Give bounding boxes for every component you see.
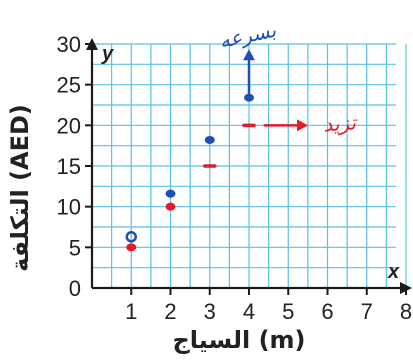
series-1-point [165, 189, 176, 198]
tick-labels: x y 1 2 3 4 5 6 7 8 0 5 10 15 20 25 30 [57, 32, 413, 324]
x-tick-label: 5 [282, 299, 294, 324]
series-1-point [204, 135, 215, 144]
y-axis-title: التكلفة (AED) [6, 104, 34, 272]
x-tick-label: 4 [243, 299, 255, 324]
series-1-point [125, 231, 137, 243]
y-tick-label: 15 [57, 154, 81, 179]
x-tick-label: 1 [125, 299, 137, 324]
y-axis-letter: y [101, 43, 114, 65]
y-tick-label: 5 [69, 235, 81, 260]
y-tick-label: 25 [57, 73, 81, 98]
series-1-point [244, 93, 254, 102]
x-tick-label: 8 [400, 299, 412, 324]
axis-titles: السياج (m) التكلفة (AED) [6, 104, 306, 354]
data-points [125, 93, 256, 252]
grid [92, 43, 407, 288]
y-tick-label: 10 [57, 195, 81, 220]
x-axis-letter: x [387, 261, 400, 283]
x-axis-title: السياج (m) [172, 326, 305, 354]
annotation-2-arrowhead [297, 119, 309, 132]
x-tick-label: 7 [361, 299, 373, 324]
y-tick-label: 30 [57, 32, 81, 57]
axes [85, 38, 412, 295]
y-tick-label: 20 [57, 113, 81, 138]
series-2-point [165, 202, 176, 211]
annotation-1-arrowhead [243, 49, 255, 61]
annotation-2-text: تزيد [322, 110, 359, 136]
y-tick-label: 0 [69, 276, 81, 301]
x-tick-label: 6 [321, 299, 333, 324]
series-2-point [126, 243, 137, 252]
x-tick-label: 2 [164, 299, 176, 324]
x-tick-label: 3 [204, 299, 216, 324]
